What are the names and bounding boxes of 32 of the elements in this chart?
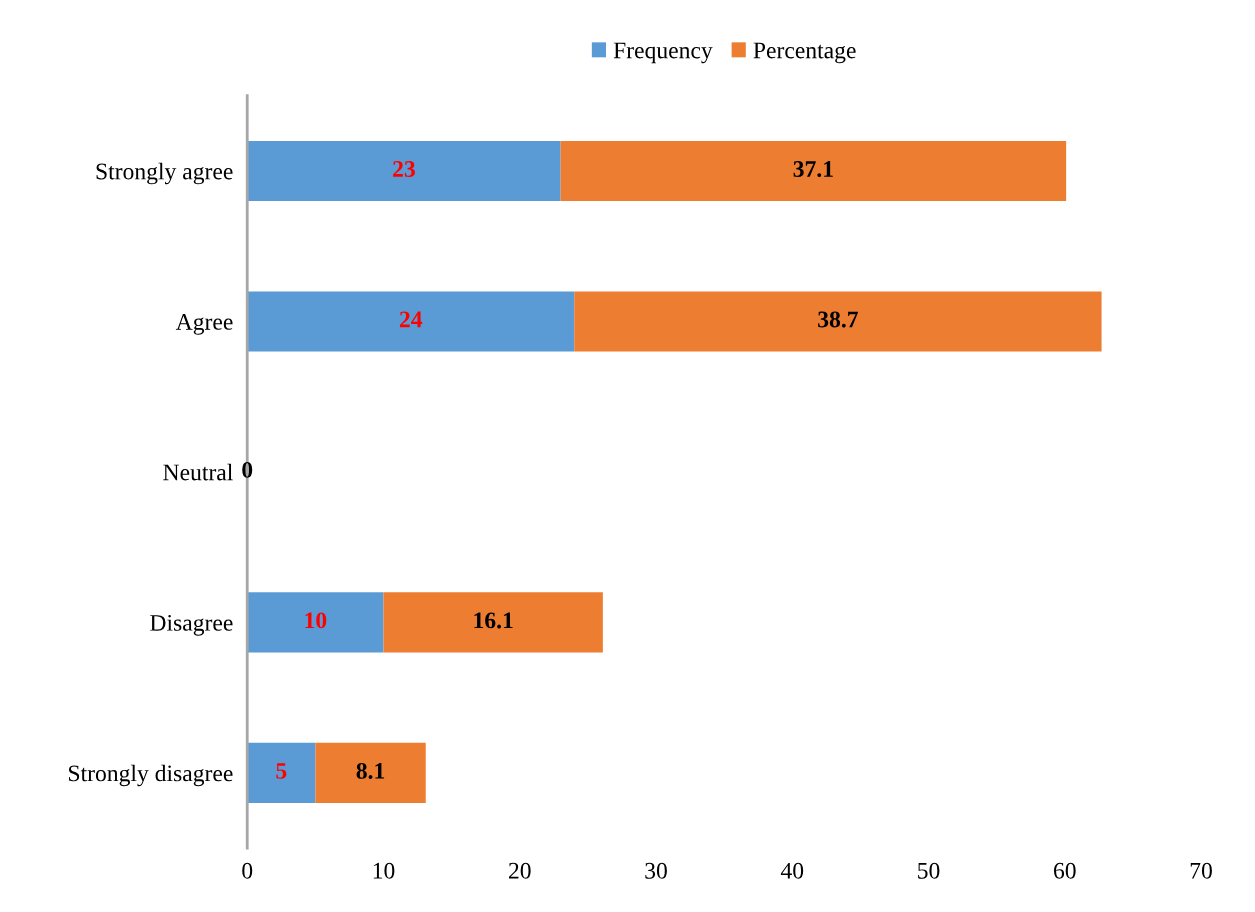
y-tick-label: Disagree [150,614,233,636]
bar [247,592,384,653]
legend-label: Percentage [753,42,856,64]
y-tick-label: Strongly agree [96,162,233,185]
x-tick-label: 0 [242,862,253,879]
bar [247,140,561,202]
bar [247,291,575,352]
x-tick-label: 40 [780,862,804,879]
data-label: 10 [305,612,327,629]
x-tick-label: 30 [645,862,667,879]
bar [315,742,426,804]
data-label: 0 [242,461,253,478]
bar [247,742,316,804]
y-tick-label: Neutral [163,463,233,481]
bar [574,291,1102,352]
data-label: 38.7 [818,311,858,328]
y-tick-label: Strongly disagree [69,764,233,787]
x-tick-label: 20 [508,862,531,879]
data-label: 23 [393,161,415,177]
x-tick-label: 70 [1190,862,1212,879]
data-label: 5 [276,763,287,779]
data-label: 24 [399,311,423,328]
x-tick-label: 50 [918,862,940,879]
bar [383,592,603,653]
y-tick-label: Agree [175,314,233,335]
data-label: 8.1 [356,762,385,779]
data-label: 37.1 [793,161,833,178]
data-label: 16.1 [474,612,513,629]
legend-label: Frequency [613,42,713,64]
bar [560,140,1067,202]
x-tick-label: 60 [1053,862,1076,879]
x-tick-label: 10 [373,862,395,879]
